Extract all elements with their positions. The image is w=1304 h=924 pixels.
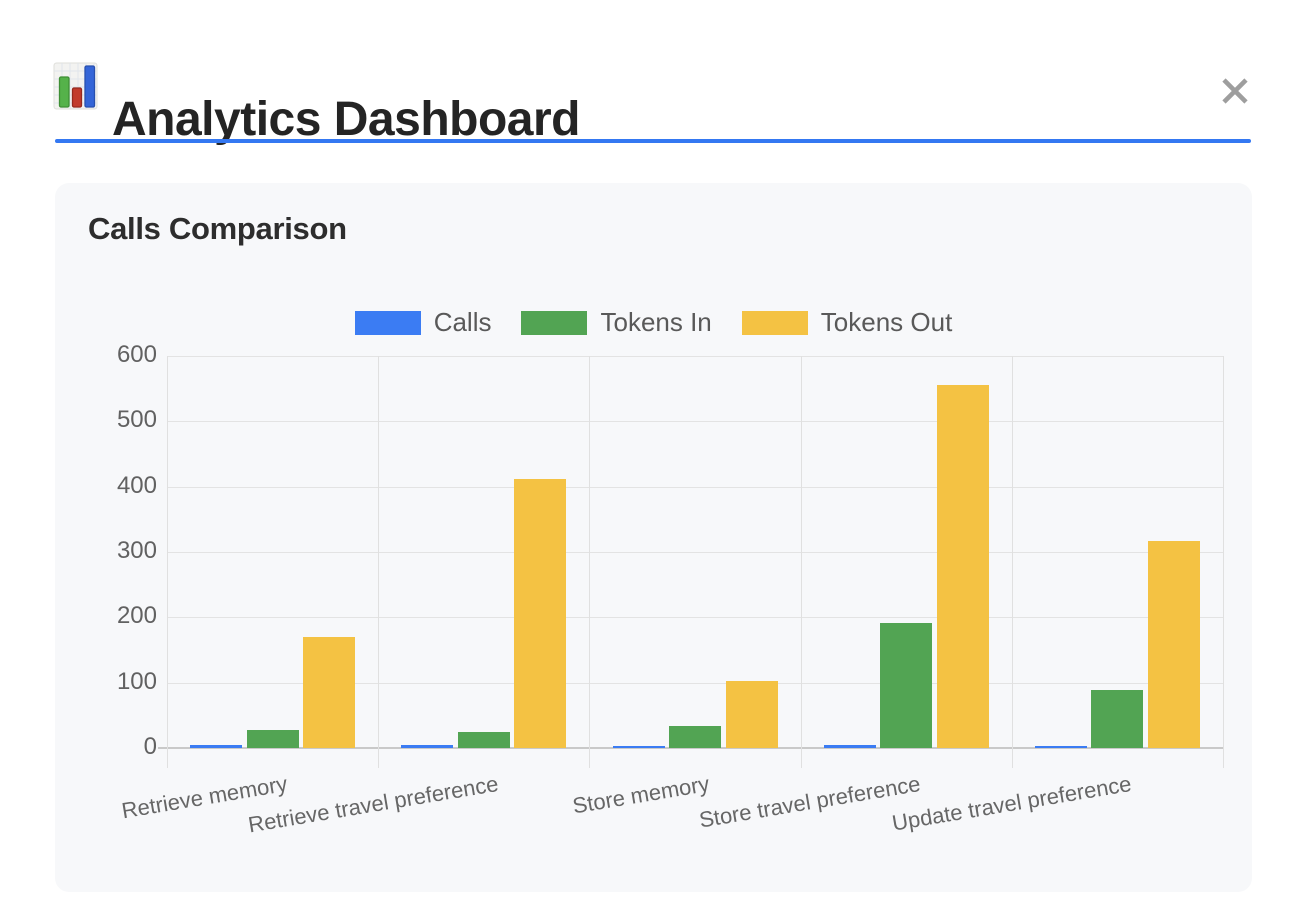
bar-tokens-in-update-travel-preference[interactable]	[1091, 689, 1144, 748]
legend-label-tokens-in: Tokens In	[600, 307, 712, 337]
x-category-label-retrieve-travel-preference: Retrieve travel preference	[246, 771, 500, 838]
legend-label-calls: Calls	[433, 307, 492, 337]
gridline-vertical-5	[1223, 356, 1224, 768]
legend-item-tokens-in: Tokens In	[521, 307, 712, 338]
chart-x-axis-labels: Retrieve memory Retrieve travel preferenc…	[55, 183, 1252, 892]
legend-label-tokens-out: Tokens Out	[820, 307, 953, 337]
bar-calls-retrieve-memory[interactable]	[190, 745, 243, 748]
bar-tokens-out-update-travel-preference[interactable]	[1147, 540, 1200, 748]
bar-calls-retrieve-travel-preference[interactable]	[401, 745, 454, 748]
y-tick-400: 400	[116, 471, 157, 499]
x-category-label-store-travel-preference: Store travel preference	[697, 771, 923, 833]
gridline-vertical-3	[800, 356, 802, 768]
header-divider	[55, 139, 1251, 143]
y-tick-0: 0	[143, 732, 157, 760]
gridline-vertical-1	[378, 356, 380, 768]
chart-bars	[55, 183, 1252, 892]
gridline-vertical-2	[589, 356, 591, 768]
bar-calls-store-travel-preference[interactable]	[823, 744, 876, 748]
bar-tokens-out-store-memory[interactable]	[725, 680, 778, 748]
calls-comparison-card: Calls Comparison Calls Tokens In Tokens Ou…	[55, 183, 1252, 892]
legend-item-tokens-out: Tokens Out	[741, 307, 953, 338]
x-category-label-retrieve-memory: Retrieve memory	[119, 771, 289, 824]
y-tick-500: 500	[116, 406, 157, 434]
x-category-label-update-travel-preference: Update travel preference	[890, 771, 1134, 836]
legend-swatch-calls	[354, 310, 421, 335]
y-tick-600: 600	[116, 340, 157, 368]
bar-tokens-in-retrieve-travel-preference[interactable]	[457, 732, 510, 748]
chart-legend: Calls Tokens In Tokens Out	[55, 307, 1252, 338]
chart-title: Calls Comparison	[88, 211, 347, 246]
legend-swatch-tokens-out	[741, 310, 808, 335]
bar-tokens-in-retrieve-memory[interactable]	[246, 730, 299, 748]
gridline-600	[167, 356, 1223, 357]
chart-grid	[55, 183, 1252, 892]
bar-tokens-out-retrieve-memory[interactable]	[303, 636, 356, 748]
legend-swatch-tokens-in	[521, 310, 588, 335]
y-tick-100: 100	[116, 667, 157, 695]
y-tick-200: 200	[116, 602, 157, 630]
gridline-vertical-4	[1011, 356, 1013, 768]
bar-tokens-in-store-travel-preference[interactable]	[880, 622, 933, 748]
chart-y-axis-labels: 0 100 200 300 400 500 600	[55, 183, 1252, 892]
gridline-200	[167, 617, 1223, 619]
bar-chart-icon	[53, 62, 99, 112]
gridline-400	[167, 486, 1223, 488]
close-icon[interactable]	[1218, 74, 1252, 108]
bar-tokens-in-store-memory[interactable]	[669, 725, 721, 748]
gridline-500	[167, 421, 1223, 423]
bar-tokens-out-retrieve-travel-preference[interactable]	[514, 478, 567, 748]
page-title: Analytics Dashboard	[112, 93, 580, 147]
y-tick-300: 300	[116, 536, 157, 564]
bar-calls-update-travel-preference[interactable]	[1034, 746, 1087, 748]
x-category-label-store-memory: Store memory	[570, 771, 712, 819]
gridline-300	[167, 552, 1223, 553]
legend-item-calls: Calls	[354, 307, 492, 338]
bar-calls-store-memory[interactable]	[612, 746, 665, 748]
gridline-vertical-0	[167, 356, 168, 768]
bar-tokens-out-store-travel-preference[interactable]	[936, 385, 989, 748]
